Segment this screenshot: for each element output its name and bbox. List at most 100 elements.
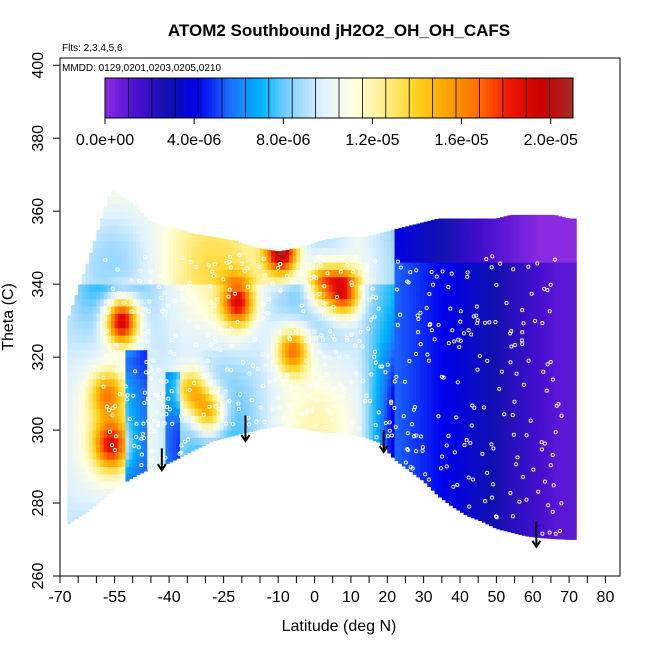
heatmap-cell	[474, 357, 479, 365]
heatmap-cell	[281, 320, 286, 329]
heatmap-cell	[241, 422, 246, 431]
heatmap-cell	[147, 247, 152, 256]
heatmap-cell	[78, 415, 83, 424]
heatmap-cell	[390, 408, 395, 416]
heatmap-cell	[550, 240, 555, 249]
heatmap-cell	[441, 284, 446, 292]
heatmap-cell	[129, 202, 134, 205]
heatmap-cell	[474, 284, 479, 292]
heatmap-cell	[394, 459, 399, 462]
heatmap-cell	[558, 408, 563, 416]
heatmap-cell	[423, 240, 428, 249]
heatmap-cell	[303, 327, 308, 336]
heatmap-cell	[114, 335, 119, 343]
heatmap-cell	[336, 240, 341, 249]
heatmap-cell	[492, 247, 497, 256]
heatmap-cell	[340, 342, 345, 351]
heatmap-cell	[514, 298, 519, 307]
heatmap-cell	[376, 269, 381, 278]
heatmap-cell	[485, 225, 490, 234]
heatmap-cell	[561, 408, 566, 416]
heatmap-cell	[434, 437, 439, 446]
heatmap-cell	[401, 422, 406, 431]
heatmap-cell	[430, 437, 435, 446]
heatmap-cell	[114, 320, 119, 329]
heatmap-cell	[409, 364, 414, 373]
observation-marker	[260, 383, 266, 388]
heatmap-cell	[412, 379, 417, 387]
heatmap-cell	[409, 386, 414, 395]
heatmap-cell	[307, 335, 312, 343]
heatmap-cell	[434, 400, 439, 409]
heatmap-cell	[536, 415, 541, 424]
heatmap-cell	[554, 298, 559, 307]
heatmap-cell	[154, 306, 159, 314]
heatmap-cell	[183, 386, 188, 395]
heatmap-cell	[427, 386, 432, 395]
heatmap-cell	[212, 415, 217, 424]
heatmap-cell	[532, 532, 537, 538]
heatmap-cell	[532, 481, 537, 489]
heatmap-cell	[252, 284, 257, 292]
heatmap-cell	[565, 488, 570, 497]
heatmap-cell	[220, 254, 225, 263]
heatmap-cell	[521, 459, 526, 467]
heatmap-cell	[554, 459, 559, 467]
heatmap-cell	[85, 342, 90, 351]
heatmap-cell	[412, 371, 417, 380]
heatmap-cell	[70, 517, 75, 522]
heatmap-cell	[554, 473, 559, 482]
heatmap-cell	[420, 269, 425, 278]
heatmap-cell	[398, 327, 403, 336]
heatmap-cell	[81, 444, 86, 453]
heatmap-cell	[500, 276, 505, 285]
heatmap-cell	[325, 357, 330, 365]
heatmap-cell	[121, 422, 126, 431]
heatmap-cell	[387, 408, 392, 416]
heatmap-cell	[150, 284, 155, 292]
heatmap-cell	[529, 313, 534, 322]
heatmap-cell	[510, 306, 515, 314]
heatmap-cell	[401, 459, 406, 467]
heatmap-cell	[118, 262, 123, 270]
heatmap-cell	[100, 393, 105, 402]
heatmap-cell	[103, 444, 108, 453]
heatmap-cell	[136, 209, 141, 212]
heatmap-cell	[154, 298, 159, 307]
heatmap-cell	[110, 203, 115, 212]
heatmap-cell	[249, 320, 254, 329]
heatmap-cell	[558, 240, 563, 249]
heatmap-cell	[532, 298, 537, 307]
heatmap-cell	[460, 386, 465, 395]
heatmap-cell	[383, 276, 388, 285]
heatmap-cell	[445, 451, 450, 460]
observation-marker	[414, 433, 419, 438]
heatmap-cell	[572, 459, 577, 467]
heatmap-cell	[212, 313, 217, 322]
heatmap-cell	[205, 364, 210, 373]
heatmap-cell	[274, 276, 279, 285]
heatmap-cell	[460, 349, 465, 358]
heatmap-cell	[274, 335, 279, 343]
heatmap-cell	[543, 254, 548, 263]
heatmap-cell	[510, 349, 515, 358]
heatmap-cell	[140, 306, 145, 314]
heatmap-cell	[227, 393, 232, 402]
heatmap-cell	[241, 320, 246, 329]
heatmap-cell	[470, 276, 475, 285]
heatmap-cell	[270, 269, 275, 278]
heatmap-cell	[325, 240, 330, 249]
heatmap-cell	[150, 357, 155, 365]
heatmap-cell	[416, 357, 421, 365]
heatmap-cell	[129, 240, 134, 249]
heatmap-cell	[201, 276, 206, 285]
heatmap-cell	[78, 488, 83, 497]
heatmap-cell	[107, 488, 112, 495]
heatmap-cell	[212, 437, 217, 441]
heatmap-cell	[183, 400, 188, 409]
heatmap-cell	[281, 408, 286, 416]
heatmap-cell	[147, 220, 152, 227]
observation-marker	[131, 393, 136, 398]
heatmap-cell	[209, 284, 214, 292]
heatmap-cell	[154, 408, 159, 416]
